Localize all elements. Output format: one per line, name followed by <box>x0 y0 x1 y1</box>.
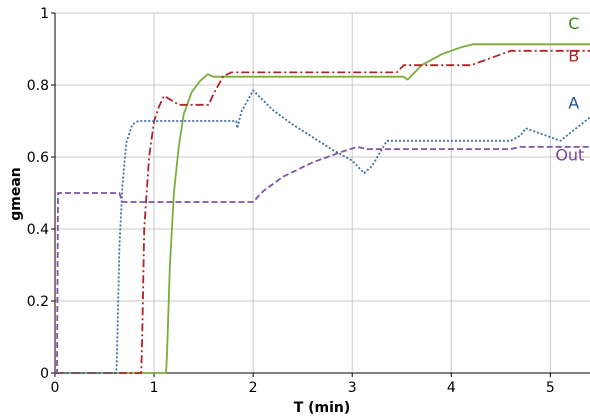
x-tick-label: 0 <box>51 380 60 396</box>
tick-labels: 0 0.2 0.4 0.6 0.8 1 0 1 2 3 4 5 <box>27 6 555 396</box>
series-label-out: Out <box>555 146 584 165</box>
x-tick-label: 3 <box>348 380 357 396</box>
y-axis-title: gmean <box>8 167 24 221</box>
x-tick-label: 4 <box>447 380 456 396</box>
y-tick-label: 1 <box>40 6 49 22</box>
axes <box>51 12 590 377</box>
x-axis-title: T (min) <box>294 400 351 416</box>
series-line-c <box>55 43 590 374</box>
y-tick-label: 0.2 <box>27 294 49 310</box>
series-lines <box>55 43 590 374</box>
y-tick-label: 0.8 <box>27 78 49 94</box>
y-tick-label: 0 <box>40 366 49 382</box>
series-label-b: B <box>568 47 579 66</box>
series-label-a: A <box>568 93 579 112</box>
y-tick-label: 0.6 <box>27 150 49 166</box>
gridlines <box>54 12 590 374</box>
x-tick-label: 5 <box>546 380 555 396</box>
x-tick-label: 1 <box>150 380 159 396</box>
series-label-c: C <box>568 14 579 33</box>
x-tick-label: 2 <box>249 380 258 396</box>
series-line-a <box>55 89 590 374</box>
y-tick-label: 0.4 <box>27 222 49 238</box>
series-line-out <box>55 145 590 374</box>
series-line-b <box>55 49 590 374</box>
series-annotations: CB A Out <box>555 14 584 164</box>
